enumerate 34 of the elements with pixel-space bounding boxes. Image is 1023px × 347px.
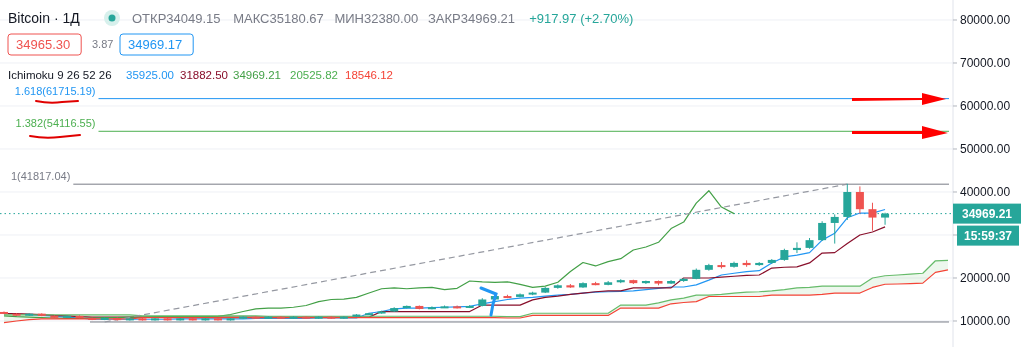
y-tick-label: 40000.00 bbox=[960, 185, 1011, 200]
candlestick bbox=[818, 220, 827, 242]
annotation: 34969.21 bbox=[233, 69, 281, 82]
line-series bbox=[3, 269, 949, 324]
y-tick-label: 70000.00 bbox=[960, 56, 1011, 71]
annotation: +917.97 (+2.70%) bbox=[529, 10, 634, 26]
y-tick-label: 10000.00 bbox=[960, 314, 1011, 329]
annotation: 34969.17 bbox=[128, 36, 183, 52]
candlestick bbox=[830, 213, 839, 245]
y-tick-label: 20000.00 bbox=[960, 271, 1011, 286]
text: 15:59:37 bbox=[963, 228, 1013, 243]
annotation: 20525.82 bbox=[290, 69, 338, 82]
candlestick bbox=[855, 185, 864, 214]
annotation: 3.87 bbox=[92, 37, 114, 50]
annotation: Ichimoku 9 26 52 26 bbox=[8, 69, 112, 82]
annotation: ЗАКР34969.21 bbox=[428, 10, 515, 26]
ref-line-label: 34969.21 bbox=[961, 206, 1013, 221]
y-tick-label: 50000.00 bbox=[960, 142, 1011, 157]
annotation: МАКС35180.67 bbox=[233, 10, 324, 26]
ref-line-label: 1.618(61715.19) bbox=[14, 84, 96, 97]
ref-line-label: 1.382(54116.55) bbox=[15, 117, 96, 130]
annotation: МИН32380.00 bbox=[334, 10, 419, 26]
candlestick bbox=[868, 202, 877, 232]
annotation: 18546.12 bbox=[345, 69, 393, 82]
candlestick bbox=[792, 241, 801, 254]
y-tick-label: 80000.00 bbox=[960, 13, 1011, 28]
annotation: ОТКР34049.15 bbox=[132, 10, 221, 26]
text: Bitcoin · 1Д bbox=[8, 9, 81, 26]
ref-line-label: 1(41817.04) bbox=[10, 170, 71, 183]
line-series bbox=[3, 190, 735, 320]
y-tick-label: 60000.00 bbox=[960, 99, 1011, 114]
annotation: 31882.50 bbox=[180, 69, 228, 82]
annotation: 35925.00 bbox=[126, 69, 174, 82]
annotation: 34965.30 bbox=[16, 36, 71, 52]
